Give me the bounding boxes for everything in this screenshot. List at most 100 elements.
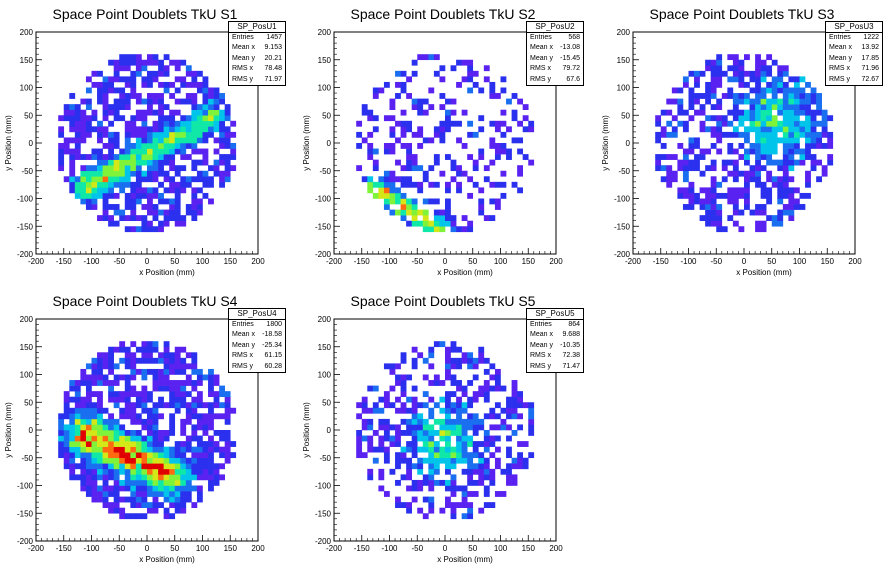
stats-row-rms-x: RMS x 79.72 [527,64,583,74]
heatmap-bin [174,148,181,155]
heatmap-bin [395,159,401,166]
heatmap-bin [383,430,390,436]
heatmap-bin [69,385,76,392]
y-tick-label: -100 [17,482,34,491]
heatmap-bin [196,131,203,138]
heatmap-panel-5: Space Point Doublets TkU S5 -200 -200 -150-… [298,287,596,574]
heatmap-bin [152,435,159,442]
heatmap-bin [710,165,717,172]
heatmap-bin [428,479,435,486]
heatmap-bin [174,363,181,370]
heatmap-bin [383,452,390,459]
heatmap-bin [766,187,773,194]
heatmap-bin [411,131,418,138]
heatmap-bin [158,148,164,155]
heatmap-bin [108,435,114,442]
heatmap-bin [489,441,496,447]
stats-value: -18.58 [262,331,282,339]
heatmap-bin [367,474,374,481]
heatmap-bin [677,98,684,105]
heatmap-bin [356,131,363,138]
heatmap-bin [395,192,401,199]
heatmap-bin [450,513,457,520]
heatmap-bin [158,126,164,133]
heatmap-bin [467,418,474,425]
heatmap-bin [760,98,767,105]
heatmap-bin [119,452,126,459]
heatmap-bin [422,54,429,61]
heatmap-bin [135,59,142,66]
heatmap-bin [224,176,231,183]
heatmap-bin [102,430,109,436]
heatmap-bin [63,109,70,116]
heatmap-bin [705,87,711,94]
heatmap-bin [80,131,87,138]
heatmap-bin [793,143,800,149]
heatmap-bin [666,181,673,188]
heatmap-bin [755,93,761,99]
heatmap-bin [185,468,192,475]
heatmap-bin [169,485,176,492]
heatmap-bin [224,126,231,133]
heatmap-bin [158,385,164,392]
heatmap-bin [406,209,412,216]
heatmap-bin [174,357,181,364]
heatmap-bin [428,474,435,481]
heatmap-bin [147,346,153,353]
heatmap-bin [777,215,784,221]
heatmap-bin [771,131,778,138]
heatmap-bin [445,413,451,420]
heatmap-bin [108,507,114,514]
heatmap-bin [141,424,148,431]
heatmap-bin [180,165,187,172]
heatmap-bin [372,457,379,464]
heatmap-bin [213,87,220,94]
heatmap-bin [810,109,817,116]
heatmap-bin [208,368,214,375]
heatmap-bin [163,357,170,364]
heatmap-bin [694,198,700,205]
heatmap-bin [467,70,474,77]
heatmap-bin [372,192,379,199]
heatmap-bin [699,170,706,177]
heatmap-bin [433,441,440,447]
heatmap-bin [169,176,176,183]
heatmap-bin [202,424,209,431]
stats-box: SP_PosU2 Entries 568 Mean x -13.08 Mean y -15.… [526,21,584,87]
x-tick-label: 100 [793,257,807,266]
heatmap-bin [782,131,789,138]
heatmap-bin [174,109,181,116]
heatmap-bin [367,187,374,194]
heatmap-bin [174,181,181,188]
heatmap-bin [400,70,407,77]
heatmap-bin [74,126,81,133]
heatmap-bin [208,87,214,94]
heatmap-bin [219,137,225,144]
stats-value: 1457 [266,34,282,41]
heatmap-bin [411,209,418,216]
heatmap-bin [760,192,767,199]
heatmap-bin [185,391,192,397]
heatmap-bin [467,479,474,486]
heatmap-bin [224,407,231,414]
heatmap-bin [760,131,767,138]
heatmap-bin [522,126,529,133]
heatmap-bin [445,424,451,431]
heatmap-bin [202,98,209,105]
stats-row-rms-x: RMS x 78.48 [229,64,285,74]
heatmap-bin [417,424,424,431]
heatmap-bin [85,192,92,199]
heatmap-bin [738,70,745,77]
heatmap-bin [113,463,120,470]
heatmap-bin [417,468,424,475]
heatmap-bin [185,154,192,160]
heatmap-bin [185,65,192,72]
heatmap-bin [450,463,457,470]
heatmap-bin [169,391,176,397]
heatmap-bin [174,131,181,138]
heatmap-bin [445,346,451,353]
heatmap-bin [213,474,220,481]
heatmap-bin [511,463,518,470]
heatmap-bin [688,192,695,199]
y-tick-label: -50 [319,167,331,176]
